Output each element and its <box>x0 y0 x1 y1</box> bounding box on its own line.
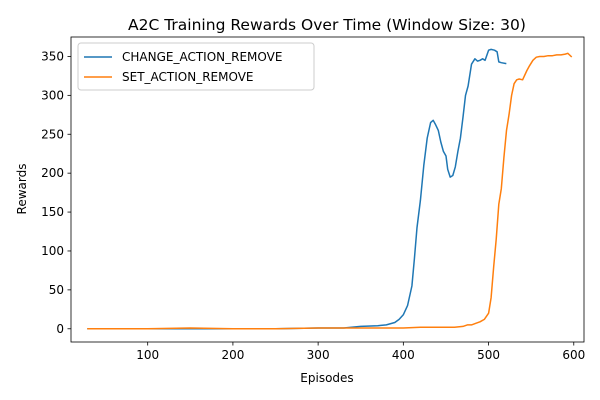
legend: CHANGE_ACTION_REMOVE SET_ACTION_REMOVE <box>77 42 315 91</box>
y-axis-label: Rewards <box>15 164 29 215</box>
x-tick-label: 200 <box>221 348 244 362</box>
y-tick-label: 0 <box>56 322 64 336</box>
y-tick-label: 300 <box>41 88 64 102</box>
y-tick-label: 200 <box>41 166 64 180</box>
series-layer <box>87 48 573 330</box>
chart-title: A2C Training Rewards Over Time (Window S… <box>128 16 526 34</box>
y-tick-label: 350 <box>41 49 64 63</box>
y-tick-label: 250 <box>41 127 64 141</box>
y-tick-label: 50 <box>49 283 64 297</box>
x-ticks: 100 200 300 400 500 600 <box>136 342 585 362</box>
x-tick-label: 400 <box>392 348 415 362</box>
y-ticks: 0 50 100 150 200 250 300 350 <box>41 49 71 336</box>
plot-frame <box>70 36 585 343</box>
series-line-set-action-remove <box>87 52 573 330</box>
legend-box <box>77 42 315 91</box>
legend-label-change-action-remove: CHANGE_ACTION_REMOVE <box>122 50 282 64</box>
series-line-change-action-remove <box>87 48 507 330</box>
y-tick-label: 100 <box>41 244 64 258</box>
x-axis-label: Episodes <box>300 371 353 385</box>
plot-area: 100 200 300 400 500 600 0 50 100 150 200 250 300 350 <box>41 36 585 362</box>
x-tick-label: 100 <box>136 348 159 362</box>
x-tick-label: 500 <box>477 348 500 362</box>
x-tick-label: 300 <box>307 348 330 362</box>
x-tick-label: 600 <box>562 348 585 362</box>
legend-label-set-action-remove: SET_ACTION_REMOVE <box>122 70 254 84</box>
y-tick-label: 150 <box>41 205 64 219</box>
